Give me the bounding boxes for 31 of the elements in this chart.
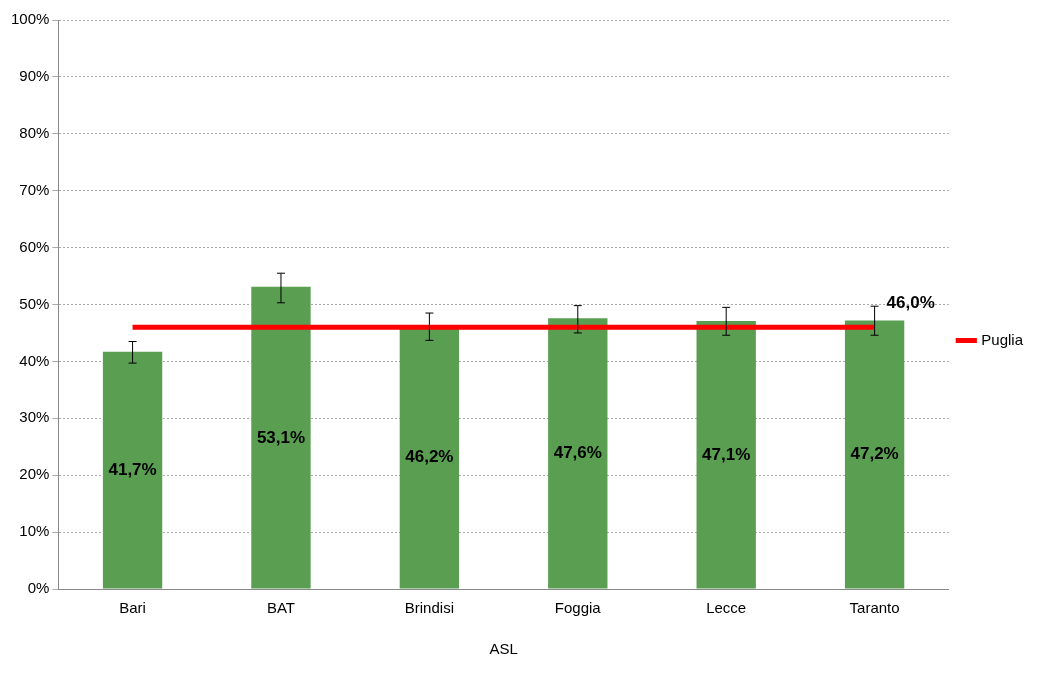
y-tick-label: 50%	[19, 294, 50, 312]
data-label: 53,1%	[256, 427, 306, 447]
data-label: 47,2%	[850, 444, 899, 464]
bar	[102, 351, 163, 589]
y-tick-label: 30%	[19, 408, 50, 426]
x-tick-label: Bari	[119, 599, 146, 617]
x-tick-label: Brindisi	[404, 599, 454, 617]
y-tick-label: 60%	[19, 237, 50, 255]
bar	[696, 321, 756, 589]
data-label: 47,1%	[702, 444, 751, 464]
x-tick-label: BAT	[266, 599, 296, 617]
legend-label: Puglia	[981, 330, 1024, 348]
y-tick-label: 70%	[19, 180, 50, 198]
bar	[548, 318, 608, 589]
y-tick-label: 90%	[19, 67, 50, 85]
y-tick-label: 40%	[19, 351, 50, 369]
y-tick-label: 80%	[19, 123, 50, 141]
y-tick-label: 20%	[19, 465, 50, 483]
x-tick-label: Lecce	[706, 599, 747, 617]
data-label: 46,2%	[405, 447, 454, 467]
x-axis-title: ASL	[489, 640, 518, 658]
y-tick-label: 0%	[27, 579, 50, 597]
data-label: 46,0%	[886, 292, 935, 312]
bar	[844, 320, 905, 589]
data-label: 41,7%	[108, 460, 157, 480]
x-tick-label: Taranto	[849, 599, 900, 617]
x-tick-label: Foggia	[554, 599, 602, 617]
y-tick-label: 10%	[19, 522, 50, 540]
y-tick-label: 100%	[10, 10, 50, 28]
bar	[251, 286, 311, 589]
data-label: 47,6%	[553, 443, 602, 463]
